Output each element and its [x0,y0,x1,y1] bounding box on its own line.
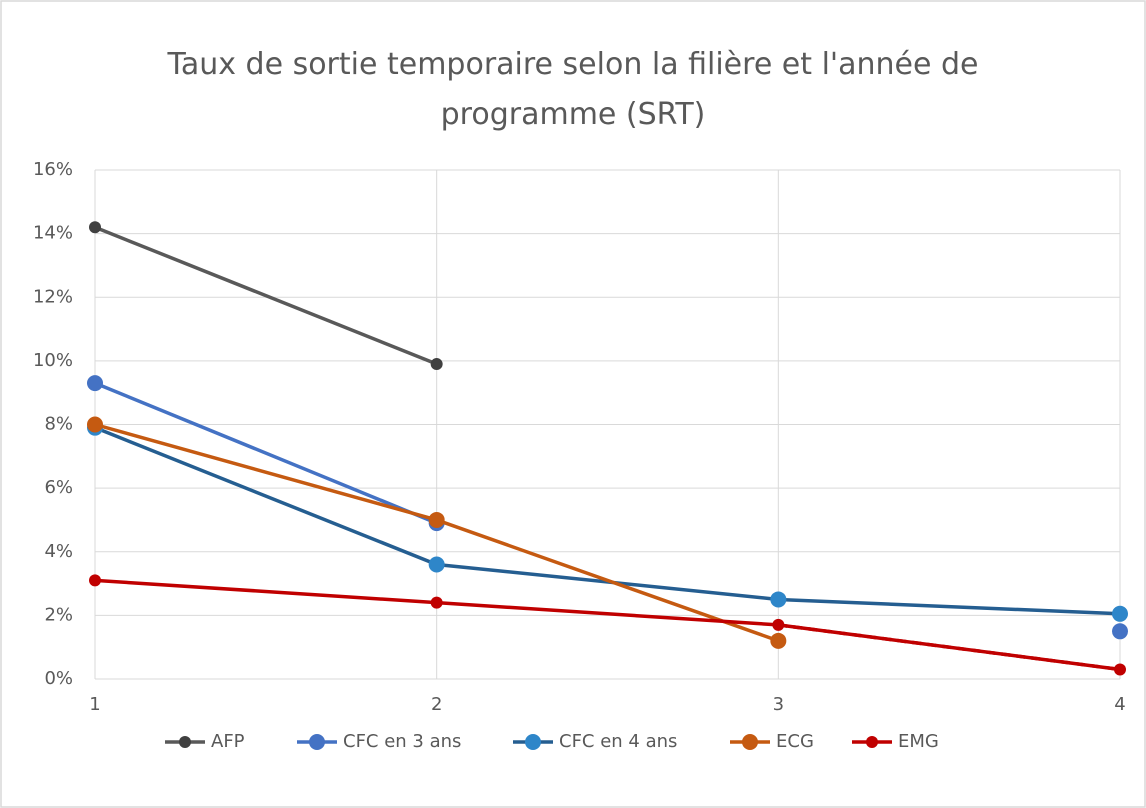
y-tick-label: 10% [33,350,73,371]
series-marker [770,632,787,649]
series-marker [1112,605,1128,622]
series-marker [772,618,785,631]
y-tick-label: 2% [44,604,73,625]
series-line [94,225,438,366]
y-tick-label: 12% [33,286,73,307]
legend-marker [866,736,878,748]
y-tick-label: 8% [44,414,73,435]
series-marker [89,574,101,587]
y-tick-label: 6% [44,477,73,498]
legend-marker [742,734,758,750]
y-tick-label: 14% [33,223,73,244]
chart-title: Taux de sortie temporaire selon la filiè… [167,47,979,132]
legend-marker [525,734,541,750]
series-line [94,381,438,525]
legend-marker [309,734,325,750]
series-marker [430,596,443,609]
series-marker [428,556,445,573]
x-tick-label: 4 [1114,694,1125,715]
series-marker [87,416,103,433]
series-line [778,623,1121,672]
legend-marker [179,736,191,748]
y-tick-label: 16% [33,159,73,180]
x-tick-label: 2 [431,694,442,715]
series-marker [1114,663,1126,676]
series-marker [1112,623,1128,640]
series-marker [89,221,101,234]
x-tick-label: 3 [773,694,784,715]
legend-label: CFC en 4 ans [559,731,677,752]
series-marker [430,358,443,371]
series-marker [87,375,103,392]
y-tick-label: 0% [44,668,73,689]
legend-label: AFP [211,731,245,752]
legend-label: EMG [898,731,939,752]
x-tick-label: 1 [89,694,100,715]
legend-label: ECG [776,731,814,752]
y-tick-label: 4% [44,541,73,562]
series-marker [428,511,445,528]
legend-label: CFC en 3 ans [343,731,461,752]
series-marker [770,591,787,608]
